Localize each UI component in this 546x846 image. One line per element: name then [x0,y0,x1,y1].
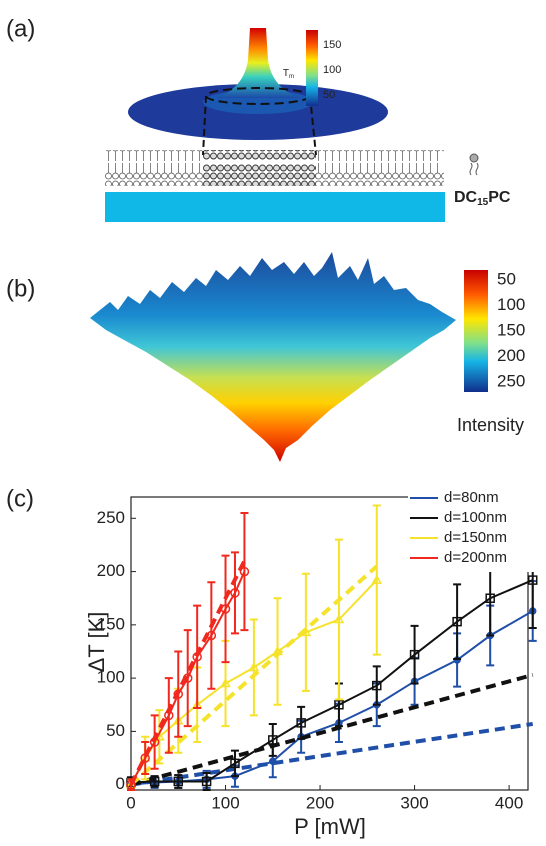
marker [485,593,495,603]
panel-label: (b) [6,275,35,302]
temperature-peak [216,28,300,98]
data-line [130,610,534,786]
colorbar-tick-label: 50 [497,269,516,288]
colorbar-tick-label: 250 [497,371,525,390]
marker [248,661,260,672]
marker [201,776,212,787]
error-bar [240,511,249,632]
colorbar-label: Tm [283,68,294,80]
legend-label: d=80nm [444,489,499,506]
marker [126,779,136,790]
x-axis-label: P [mW] [294,814,366,839]
y-tick-label: 50 [106,721,125,740]
marker [173,689,184,699]
legend-label: d=150nm [444,529,507,546]
y-tick-label: 100 [97,668,125,687]
marker [206,630,217,641]
y-tick-label: 200 [97,561,125,580]
panel-a: (a) Tm 150 100 50 DC15PC [6,15,511,222]
lipid-icon [469,153,479,163]
marker [149,776,160,787]
marker [192,652,202,662]
colorbar-tick-label: 150 [497,320,525,339]
marker [230,588,240,598]
marker [334,700,344,710]
marker [230,758,240,769]
marker [239,566,250,577]
marker [300,626,312,637]
marker [220,604,231,614]
marker [296,718,306,728]
marker [452,616,462,627]
x-tick-label: 300 [400,793,428,812]
marker [272,645,283,656]
lipid-icon-tails [469,162,479,176]
x-tick-label: 200 [306,793,334,812]
x-tick-label: 0 [126,793,135,812]
fit-line [130,721,534,787]
plot-frame [130,496,529,791]
data-line [130,579,534,784]
panel-label: (c) [6,485,34,512]
marker [371,574,383,584]
y-tick-label: 0 [116,774,125,793]
membrane-left [105,150,203,186]
error-bar [372,504,381,656]
data-line [130,571,246,786]
marker [164,710,174,721]
legend-label: d=200nm [444,549,507,566]
y-axis-label: ΔT [K] [84,612,109,673]
marker [333,614,345,624]
colorbar-tick-label: 150 [323,39,341,51]
colorbar [464,270,488,392]
intensity-surface [90,252,456,462]
membrane-center [203,150,316,186]
colorbar-tick-label: 100 [497,295,525,314]
colorbar-tick-label: 200 [497,346,525,365]
colorbar-tick-label: 50 [323,89,335,101]
marker [269,757,277,765]
marker [149,737,160,747]
lipid-name: DC15PC [454,189,511,207]
legend-label: d=100nm [444,509,507,526]
panel-b: (b) 50 100 150 200 250 Intensity [6,252,525,462]
membrane-right [316,150,444,186]
marker [173,776,184,787]
y-tick-label: 150 [97,614,125,633]
substrate [105,192,445,222]
y-tick-label: 250 [97,508,125,527]
colorbar-ticks: 150 100 50 [323,39,341,101]
fit-line [130,673,534,787]
colorbar-label: Intensity [457,415,524,435]
panel-label: (a) [6,15,35,42]
panel-c: (c) ΔT [K] P [mW] 0 100 200 300 400 0 50 100 150… [6,485,544,839]
colorbar-ticks: 50 100 150 200 250 [497,269,525,390]
colorbar-tick-label: 100 [323,64,341,76]
colorbar [306,30,318,106]
marker [182,673,193,683]
x-tick-label: 400 [495,793,523,812]
marker [220,677,231,688]
marker [140,753,150,763]
marker [372,680,382,691]
dashed-guides [202,95,317,156]
x-tick-label: 100 [211,793,239,812]
marker [268,735,278,745]
marker [409,649,420,660]
marker [527,575,538,585]
